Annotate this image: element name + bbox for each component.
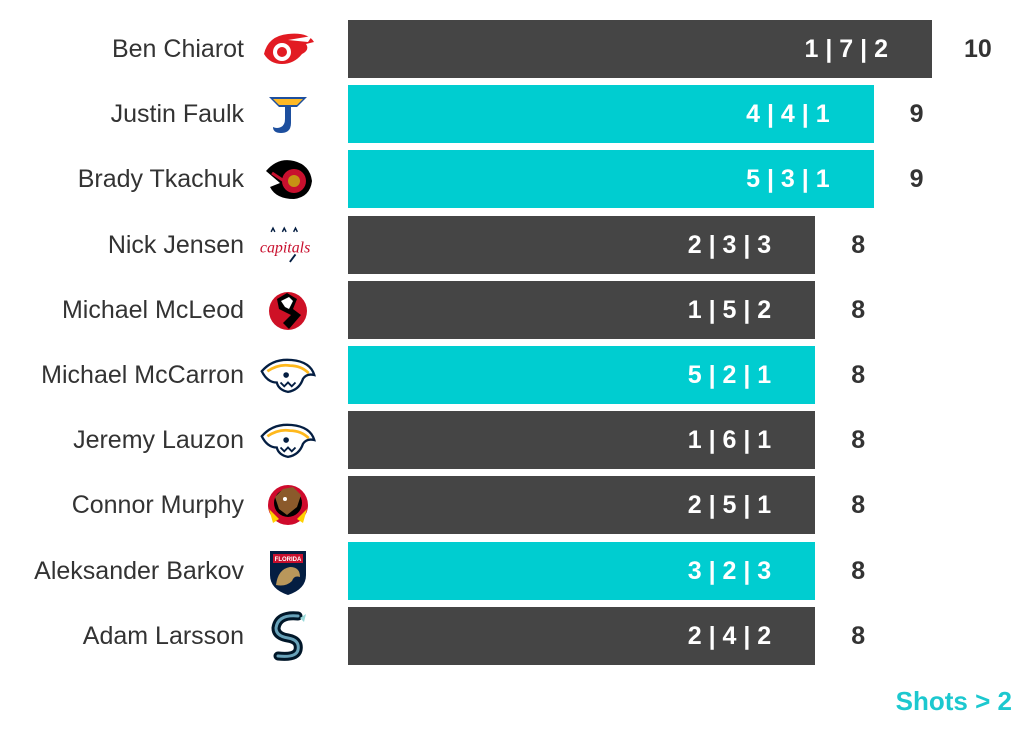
total-value-label: 8 — [851, 621, 866, 650]
bar-breakdown-label: 1 | 7 | 2 — [804, 35, 888, 63]
player-name-label: Adam Larsson — [82, 621, 244, 650]
player-name-label: Connor Murphy — [71, 491, 244, 520]
player-name-label: Ben Chiarot — [111, 35, 244, 63]
bar-michael-mccarron — [348, 346, 816, 404]
predators-logo — [258, 346, 318, 404]
bar-connor-murphy — [348, 476, 816, 535]
bar-breakdown-label: 2 | 5 | 1 — [687, 491, 772, 520]
bar-michael-mcleod — [348, 280, 816, 339]
bar-breakdown-label: 5 | 2 | 1 — [687, 361, 772, 389]
total-value-label: 8 — [851, 230, 866, 259]
bar-breakdown-label: 3 | 2 | 3 — [687, 556, 772, 585]
player-name-label: Aleksander Barkov — [34, 556, 244, 585]
bar-breakdown-label: 1 | 6 | 1 — [687, 426, 772, 455]
bar-jeremy-lauzon — [348, 411, 816, 470]
total-value-label: 8 — [851, 361, 866, 389]
blues-logo — [258, 85, 318, 143]
total-value-label: 8 — [851, 426, 866, 455]
predators-logo — [258, 411, 318, 469]
player-name-label: Nick Jensen — [107, 230, 244, 259]
bar-nick-jensen — [348, 215, 816, 274]
player-name-label: Brady Tkachuk — [77, 165, 244, 194]
bar-brady-tkachuk — [348, 150, 874, 209]
total-value-label: 8 — [851, 556, 866, 585]
bar-breakdown-label: 4 | 4 | 1 — [746, 100, 830, 129]
svg-text:capitals: capitals — [260, 239, 310, 256]
total-value-label: 8 — [851, 295, 866, 324]
bar-adam-larsson — [348, 606, 816, 665]
total-value-label: 9 — [909, 165, 924, 194]
kraken-logo — [258, 607, 318, 665]
blackhawks-logo — [258, 476, 318, 534]
player-name-label: Michael McLeod — [61, 295, 244, 324]
capitals-logo: capitals — [258, 216, 318, 274]
panthers-logo: FLORIDA — [258, 542, 318, 600]
bar-breakdown-label: 1 | 5 | 2 — [687, 295, 772, 324]
total-value-label: 9 — [909, 100, 924, 129]
devils-logo — [258, 281, 318, 339]
total-value-label: 8 — [851, 491, 866, 520]
player-name-label: Jeremy Lauzon — [73, 426, 244, 455]
bar-breakdown-label: 5 | 3 | 1 — [746, 165, 830, 194]
bar-justin-faulk — [348, 85, 874, 144]
bar-aleksander-barkov — [348, 541, 816, 600]
red-wings-logo — [258, 20, 318, 78]
bar-breakdown-label: 2 | 4 | 2 — [687, 621, 772, 650]
senators-logo — [258, 150, 318, 208]
footnote-label: Shots > 2 — [895, 686, 1012, 716]
svg-text:FLORIDA: FLORIDA — [275, 557, 302, 563]
player-name-label: Justin Faulk — [110, 100, 244, 129]
bar-breakdown-label: 2 | 3 | 3 — [687, 230, 772, 259]
bar-ben-chiarot — [348, 20, 932, 78]
total-value-label: 10 — [964, 35, 992, 63]
player-name-label: Michael McCarron — [41, 361, 244, 389]
